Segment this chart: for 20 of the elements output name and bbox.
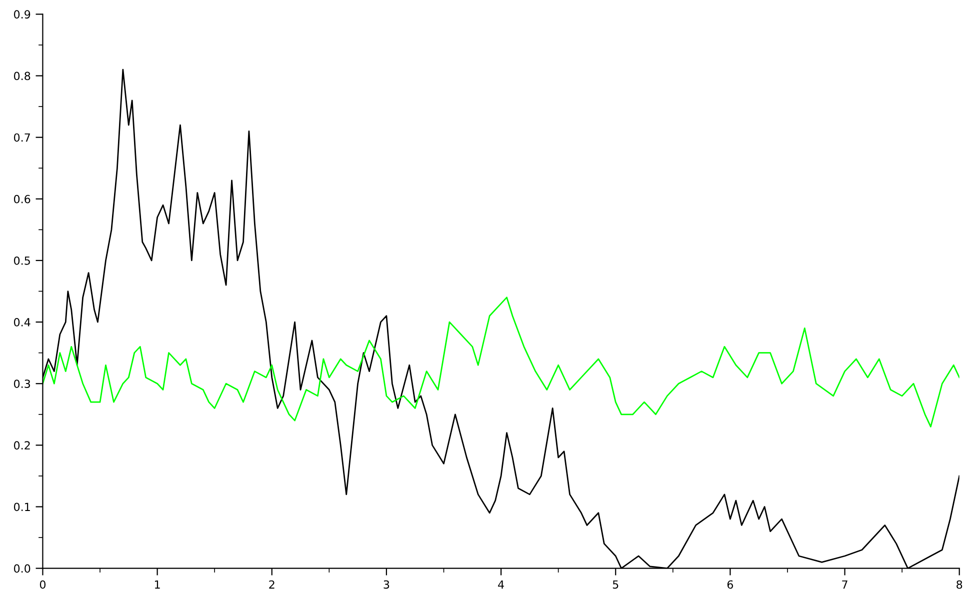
y-tick-label: 0.8: [14, 72, 30, 80]
x-tick-label: 5: [612, 580, 618, 589]
x-tick-label: 1: [154, 580, 160, 589]
y-tick-label: 0.2: [14, 441, 30, 450]
x-tick-label: 8: [956, 580, 962, 589]
y-tick-label: 0.3: [14, 380, 30, 388]
x-tick-label: 6: [727, 580, 734, 589]
x-tick-label: 7: [842, 580, 848, 589]
y-tick-label: 0.6: [14, 194, 30, 204]
y-tick-label: 0.0: [14, 564, 30, 573]
x-tick-label: 2: [269, 580, 274, 589]
x-tick-label: 4: [498, 580, 504, 589]
x-tick-label: 3: [384, 580, 390, 589]
y-tick-label: 0.5: [14, 256, 30, 265]
y-tick-label: 0.9: [14, 10, 30, 19]
y-tick-label: 0.7: [14, 133, 30, 142]
y-tick-label: 0.1: [14, 502, 30, 512]
line-series: [42, 296, 960, 428]
x-tick-label: 0: [40, 580, 46, 589]
y-tick-label: 0.4: [14, 318, 30, 326]
